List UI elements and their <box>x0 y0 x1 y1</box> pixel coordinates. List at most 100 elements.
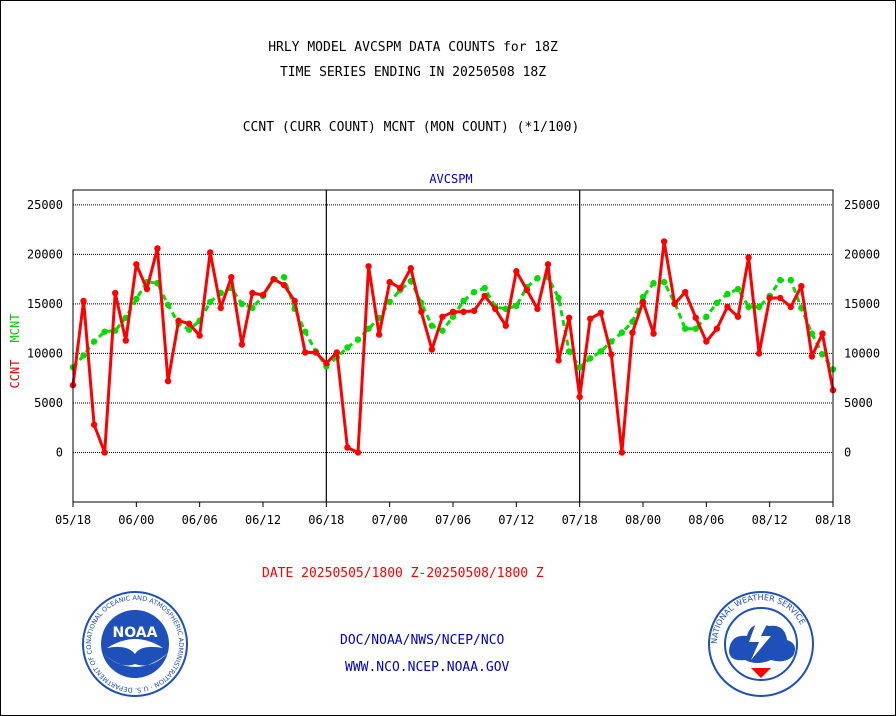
axis-layer: 0 0 5000 5000 10000 10000 15000 15000 20000 20000… <box>27 189 880 527</box>
data-point-ccnt <box>587 315 594 322</box>
data-point-mcnt <box>724 290 731 298</box>
data-point-mcnt <box>713 299 721 307</box>
data-point-ccnt <box>513 268 520 275</box>
y-tick-label-right: 20000 <box>844 247 880 261</box>
plot-frame <box>72 189 834 503</box>
data-point-mcnt <box>428 322 436 329</box>
data-point-ccnt <box>597 309 604 317</box>
data-point-ccnt <box>692 314 699 321</box>
x-tick-label: 06/00 <box>118 513 154 527</box>
data-point-mcnt <box>439 327 446 334</box>
data-point-mcnt <box>133 295 140 303</box>
data-point-ccnt <box>101 449 108 456</box>
data-point-ccnt <box>259 291 267 299</box>
data-point-ccnt <box>629 329 636 336</box>
data-point-ccnt <box>217 304 224 312</box>
data-point-ccnt <box>650 330 657 337</box>
data-point-ccnt <box>787 303 794 311</box>
data-point-ccnt <box>407 265 414 272</box>
data-point-mcnt <box>238 300 246 308</box>
data-point-ccnt <box>375 331 383 338</box>
data-point-ccnt <box>249 289 256 297</box>
data-point-ccnt <box>565 314 573 321</box>
data-point-ccnt <box>428 346 436 353</box>
data-point-ccnt <box>154 245 161 252</box>
data-point-ccnt <box>618 449 626 456</box>
header-line-3: CCNT (CURR COUNT) MCNT (MON COUNT) (*1/1… <box>242 120 580 135</box>
data-point-ccnt <box>682 288 689 296</box>
data-point-ccnt <box>228 273 235 281</box>
data-point-ccnt <box>449 308 457 316</box>
data-point-ccnt <box>397 284 404 292</box>
data-point-ccnt <box>502 322 509 329</box>
data-point-mcnt <box>344 344 351 351</box>
data-point-ccnt <box>90 421 98 428</box>
y-tick-label-left: 25000 <box>27 198 63 212</box>
data-point-mcnt <box>703 313 710 320</box>
y-tick-label-right: 0 <box>844 445 851 459</box>
data-point-ccnt <box>755 350 763 357</box>
data-point-ccnt <box>460 308 467 316</box>
data-point-mcnt <box>565 348 573 355</box>
data-point-ccnt <box>745 254 752 261</box>
data-point-ccnt <box>576 393 583 401</box>
data-point-mcnt <box>639 293 647 301</box>
data-point-ccnt <box>523 286 531 294</box>
data-point-mcnt <box>386 298 393 306</box>
y-tick-label-right: 25000 <box>844 198 880 212</box>
data-point-ccnt <box>470 307 478 315</box>
data-point-ccnt <box>291 297 298 305</box>
data-point-ccnt <box>280 281 288 289</box>
header-line-2: TIME SERIES ENDING IN 20250508 18Z <box>279 65 547 80</box>
x-tick-label: 08/12 <box>752 513 788 527</box>
x-tick-label: 08/00 <box>625 513 661 527</box>
data-point-mcnt <box>660 278 668 286</box>
x-tick-label: 07/18 <box>562 513 598 527</box>
data-point-ccnt <box>671 300 678 308</box>
data-point-mcnt <box>302 328 309 335</box>
nws-logo-icon: NATIONAL WEATHER SERVICE <box>708 591 814 697</box>
data-point-mcnt <box>449 313 457 320</box>
grid-layer <box>73 190 833 502</box>
data-point-ccnt <box>365 263 372 270</box>
data-point-ccnt <box>175 317 182 324</box>
data-point-ccnt <box>766 294 773 302</box>
y-tick-label-right: 10000 <box>844 346 880 360</box>
noaa-logo-label: NOAA <box>113 625 158 641</box>
data-point-mcnt <box>513 302 520 310</box>
data-point-ccnt <box>798 282 805 290</box>
data-point-mcnt <box>534 274 541 282</box>
data-point-mcnt <box>80 352 87 359</box>
data-point-ccnt <box>555 357 562 364</box>
data-point-ccnt <box>143 285 151 293</box>
data-point-mcnt <box>597 348 604 355</box>
data-point-mcnt <box>787 276 794 284</box>
data-point-mcnt <box>101 328 108 335</box>
data-point-ccnt <box>80 297 87 305</box>
data-point-mcnt <box>618 329 626 336</box>
data-point-ccnt <box>439 313 446 320</box>
data-point-mcnt <box>734 285 742 293</box>
y-axis-label-mcnt: MCNT <box>8 314 22 343</box>
y-tick-label-left: 10000 <box>27 346 63 360</box>
data-point-ccnt <box>608 351 615 358</box>
x-tick-label: 07/12 <box>498 513 534 527</box>
data-point-ccnt <box>185 320 193 327</box>
y-tick-label-right: 5000 <box>844 396 873 410</box>
data-point-ccnt <box>133 261 140 268</box>
x-tick-label: 07/06 <box>435 513 471 527</box>
x-tick-label: 07/00 <box>372 513 408 527</box>
y-tick-label-left: 15000 <box>27 297 63 311</box>
data-point-mcnt <box>682 325 689 332</box>
data-point-ccnt <box>302 349 309 356</box>
data-point-mcnt <box>777 276 784 284</box>
data-point-ccnt <box>270 275 277 283</box>
data-point-mcnt <box>755 303 763 311</box>
data-point-mcnt <box>470 288 478 296</box>
data-point-ccnt <box>112 289 119 297</box>
y-tick-label-left: 0 <box>56 445 63 459</box>
data-point-ccnt <box>122 337 129 344</box>
data-point-mcnt <box>280 273 288 281</box>
website-link[interactable]: WWW.NCO.NCEP.NOAA.GOV <box>345 660 510 675</box>
data-point-ccnt <box>544 261 552 268</box>
